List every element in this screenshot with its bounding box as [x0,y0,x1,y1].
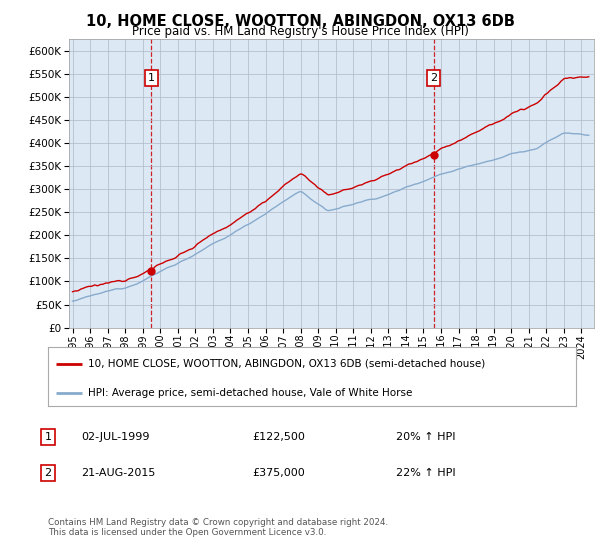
Text: 10, HOME CLOSE, WOOTTON, ABINGDON, OX13 6DB (semi-detached house): 10, HOME CLOSE, WOOTTON, ABINGDON, OX13 … [88,358,485,368]
Text: 2: 2 [44,468,52,478]
Text: 2: 2 [430,73,437,83]
Text: HPI: Average price, semi-detached house, Vale of White Horse: HPI: Average price, semi-detached house,… [88,388,412,398]
Text: 02-JUL-1999: 02-JUL-1999 [81,432,149,442]
Text: 22% ↑ HPI: 22% ↑ HPI [396,468,455,478]
Text: 1: 1 [44,432,52,442]
Text: 21-AUG-2015: 21-AUG-2015 [81,468,155,478]
Text: 1: 1 [148,73,155,83]
Text: £375,000: £375,000 [252,468,305,478]
Text: £122,500: £122,500 [252,432,305,442]
Text: 20% ↑ HPI: 20% ↑ HPI [396,432,455,442]
Text: Contains HM Land Registry data © Crown copyright and database right 2024.
This d: Contains HM Land Registry data © Crown c… [48,518,388,538]
Text: Price paid vs. HM Land Registry's House Price Index (HPI): Price paid vs. HM Land Registry's House … [131,25,469,38]
Text: 10, HOME CLOSE, WOOTTON, ABINGDON, OX13 6DB: 10, HOME CLOSE, WOOTTON, ABINGDON, OX13 … [86,14,514,29]
